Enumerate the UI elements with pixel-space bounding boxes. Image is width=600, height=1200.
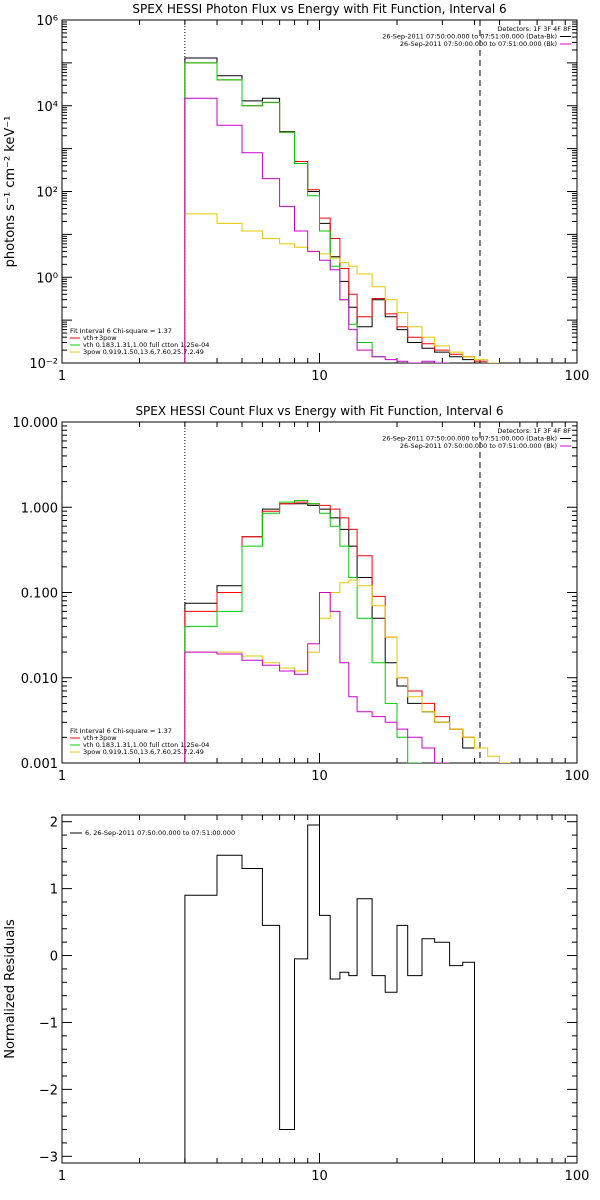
x-tick-label: 10	[311, 1169, 328, 1184]
x-tick-label: 10	[311, 769, 328, 784]
chart-panel-1: SPEX HESSI Photon Flux vs Energy with Fi…	[3, 2, 589, 384]
series-2-line	[184, 62, 488, 363]
y-tick-label: 10⁶	[36, 14, 58, 29]
x-tick-label: 10	[311, 369, 328, 384]
legend-entry-text: 3pow 0.919,1.50,13.6,7.60,25.7,2.49	[83, 348, 204, 356]
y-axis-label: Normalized Residuals	[3, 919, 18, 1059]
y-tick-label: 10⁻²	[29, 357, 58, 372]
y-tick-label: −1	[39, 1016, 58, 1031]
legend-entry-text: 6, 26-Sep-2011 07:50:00.000 to 07:51:00.…	[85, 829, 235, 837]
chart-panel-3: 1 10 100 −3 −2 −1 0 1 2 Normalized Residuals 6, 26…	[3, 814, 590, 1184]
legend-entry-text: vth 0.183,1.31,1.00 full ctton 1.25e-04	[83, 741, 209, 749]
series-1-line	[184, 57, 475, 363]
fit-interval-label: Fit Interval 6 Chi-square = 1.37	[70, 327, 172, 335]
chart-title: SPEX HESSI Count Flux vs Energy with Fit…	[135, 404, 503, 418]
legend-entry-text: vth 0.183,1.31,1.00 full ctton 1.25e-04	[83, 341, 209, 349]
legend-entry-text: vth+3pow	[83, 734, 117, 742]
x-tick-label: 1	[58, 769, 66, 784]
fit-interval-label: Fit Interval 6 Chi-square = 1.37	[70, 727, 172, 735]
x-tick-label: 100	[565, 369, 590, 384]
series-5-line	[184, 592, 450, 763]
detectors-label: Detectors: 1F 3F 4F 8F	[497, 427, 571, 435]
series-3-line	[184, 500, 422, 763]
series-5-line	[184, 97, 450, 363]
series-4-line	[184, 579, 511, 763]
y-tick-label: 0.100	[21, 587, 58, 602]
y-tick-label: 10⁴	[36, 100, 58, 115]
y-tick-label: 10²	[36, 186, 58, 201]
series-3-line	[184, 62, 386, 363]
y-tick-label: 0	[50, 950, 58, 965]
y-tick-label: −3	[39, 1150, 58, 1165]
series-4-line	[184, 213, 500, 363]
y-tick-label: 10⁰	[36, 271, 58, 286]
x-tick-label: 100	[565, 769, 590, 784]
chart-panel-2: SPEX HESSI Count Flux vs Energy with Fit…	[13, 404, 590, 784]
series-1-line	[184, 824, 475, 1163]
series-1-line	[184, 503, 475, 763]
detectors-label: Detectors: 1F 3F 4F 8F	[497, 25, 571, 33]
x-tick-label: 1	[58, 369, 66, 384]
legend-entry-text: vth+3pow	[83, 334, 117, 342]
x-tick-label: 1	[58, 1169, 66, 1184]
legend-entry-text: 26-Sep-2011 07:50:00.000 to 07:51:00.000…	[382, 435, 557, 443]
legend-entry-text: 3pow 0.919,1.50,13.6,7.60,25.7,2.49	[83, 748, 204, 756]
y-tick-label: 0.001	[21, 757, 58, 772]
x-tick-label: 100	[565, 1169, 590, 1184]
y-tick-label: 2	[50, 816, 58, 831]
legend-entry-text: 26-Sep-2011 07:50:00.000 to 07:51:00.000…	[400, 40, 557, 48]
chart-title: SPEX HESSI Photon Flux vs Energy with Fi…	[132, 2, 506, 16]
legend-entry-text: 26-Sep-2011 07:50:00.000 to 07:51:00.000…	[382, 33, 557, 41]
y-axis-label: photons s⁻¹ cm⁻² keV⁻¹	[3, 116, 18, 268]
series-2-line	[184, 501, 475, 763]
y-tick-label: 0.010	[21, 672, 58, 687]
y-tick-label: 10.000	[13, 416, 59, 431]
y-tick-label: −2	[39, 1083, 58, 1098]
y-tick-label: 1	[50, 883, 58, 898]
legend-entry-text: 26-Sep-2011 07:50:00.000 to 07:51:00.000…	[400, 442, 557, 450]
y-tick-label: 1.000	[21, 501, 58, 516]
